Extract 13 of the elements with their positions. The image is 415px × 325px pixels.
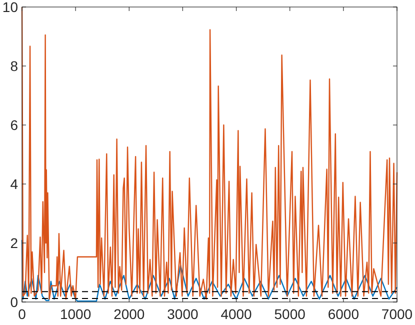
x-tick-label: 1000 [60,306,92,322]
y-tick-label: 6 [10,116,18,133]
x-tick-label: 2000 [114,306,145,322]
y-tick-label: 2 [10,234,18,251]
x-tick-label: 3000 [167,306,198,322]
x-tick-label: 5000 [274,306,306,322]
y-tick-label: 8 [10,58,18,74]
x-tick-label: 6000 [328,306,360,322]
y-tick-label: 10 [2,0,18,15]
y-tick-label: 0 [10,294,18,310]
x-tick-label: 4000 [220,306,252,322]
x-tick-label: 7000 [381,306,413,322]
y-tick-label: 4 [10,176,18,192]
